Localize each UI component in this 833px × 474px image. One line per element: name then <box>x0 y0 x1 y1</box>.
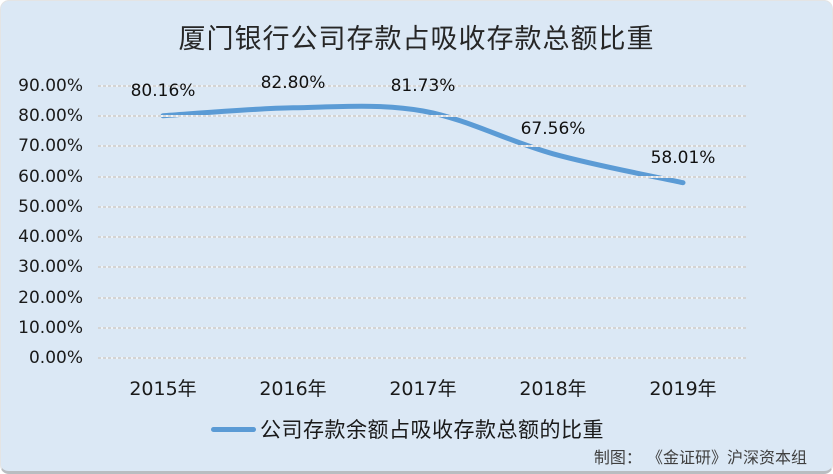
gridline <box>98 205 746 208</box>
y-axis-tick-label: 30.00% <box>18 257 83 278</box>
y-axis-tick-label: 20.00% <box>18 287 83 308</box>
x-axis-tick-label: 2019年 <box>649 378 717 400</box>
gridline <box>98 236 746 239</box>
gridline <box>98 115 746 118</box>
y-axis-tick-label: 80.00% <box>18 106 83 127</box>
gridline <box>98 326 746 329</box>
x-axis-tick-label: 2016年 <box>259 378 327 400</box>
gridline <box>98 296 746 299</box>
gridline <box>98 175 746 178</box>
y-axis-tick-label: 50.00% <box>18 196 83 217</box>
legend-series-label: 公司存款余额占吸收存款总额的比重 <box>260 418 604 442</box>
legend-line-swatch <box>211 426 256 432</box>
y-axis-tick-label: 40.00% <box>18 227 83 248</box>
data-point-label: 82.80% <box>260 72 326 93</box>
gridline <box>98 145 746 148</box>
chart-title: 厦门银行公司存款占吸收存款总额比重 <box>178 24 655 55</box>
data-point-label: 80.16% <box>130 80 196 101</box>
x-axis-tick-label: 2015年 <box>129 378 197 400</box>
y-axis-tick-label: 90.00% <box>18 76 83 96</box>
x-axis-tick-label: 2017年 <box>389 378 457 400</box>
gridline <box>98 266 746 269</box>
gridline <box>98 357 746 359</box>
y-axis-tick-label: 0.00% <box>28 348 83 368</box>
data-point-label: 81.73% <box>390 75 456 96</box>
gridline <box>98 85 746 87</box>
credit-text: 制图： 《金证研》沪深资本组 <box>593 448 807 467</box>
x-axis-tick-label: 2018年 <box>519 378 587 400</box>
y-axis-tick-label: 10.00% <box>18 317 83 338</box>
y-axis-tick-label: 70.00% <box>18 136 83 157</box>
data-point-label: 58.01% <box>650 147 716 168</box>
legend: 公司存款余额占吸收存款总额的比重 <box>211 418 604 442</box>
y-axis-tick-label: 60.00% <box>18 166 83 187</box>
data-point-label: 67.56% <box>520 118 586 139</box>
